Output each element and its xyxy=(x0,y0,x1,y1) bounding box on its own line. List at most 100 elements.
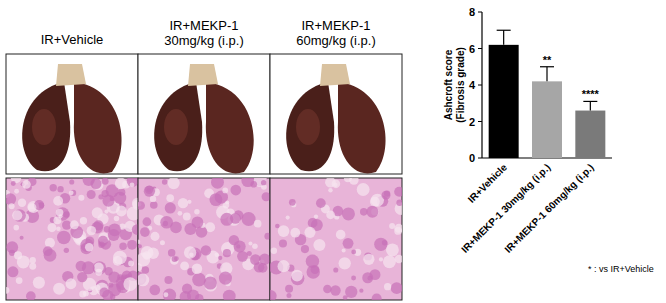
tissue-cell xyxy=(316,198,326,208)
tissue-cell xyxy=(183,213,191,221)
tissue-cell xyxy=(138,263,142,271)
tissue-cell xyxy=(114,192,126,204)
tissue-cell xyxy=(95,269,102,276)
tissue-cell xyxy=(201,245,211,255)
tissue-cell xyxy=(162,179,168,185)
x-tick-label: IR+Vehicle xyxy=(466,161,510,205)
trachea xyxy=(320,64,350,86)
tissue-cell xyxy=(90,178,101,189)
tissue-cell xyxy=(163,292,168,297)
lung-photo xyxy=(154,64,254,173)
y-tick-label: 4 xyxy=(469,79,476,91)
text-line: IR+MEKP-1 xyxy=(170,18,239,33)
tissue-cell xyxy=(85,243,93,251)
x-tick-label: IR+MEKP-1 30mg/kg (i.p.) xyxy=(459,162,552,255)
tissue-cell xyxy=(372,294,382,300)
tissue-cell xyxy=(57,231,71,245)
error-bar xyxy=(503,30,504,45)
tissue-cell xyxy=(79,290,86,297)
tissue-cell xyxy=(291,270,303,282)
tissue-cell xyxy=(13,225,19,231)
lung-lobe xyxy=(22,82,70,171)
histology xyxy=(138,178,270,300)
tissue-cell xyxy=(22,180,31,189)
tissue-cell xyxy=(114,216,120,222)
tissue-cell xyxy=(314,214,318,218)
tissue-cell xyxy=(168,178,180,189)
lung-photo xyxy=(22,64,122,173)
tissue-cell xyxy=(138,201,145,210)
tissue-cell xyxy=(277,260,289,272)
x-tick-label: IR+MEKP-1 60mg/kg (i.p.) xyxy=(503,162,596,255)
tissue-cell xyxy=(301,245,309,253)
tissue-cell xyxy=(14,251,22,259)
tissue-cell xyxy=(164,276,172,284)
tissue-cell xyxy=(285,285,293,293)
photo-frame xyxy=(6,54,138,174)
tissue-cell xyxy=(16,277,23,284)
tissue-cell xyxy=(351,250,356,255)
tissue-cell xyxy=(219,272,232,285)
tissue-cell xyxy=(339,257,351,269)
trachea xyxy=(56,64,86,86)
tissue-cell xyxy=(69,191,74,196)
tissue-cell xyxy=(119,242,127,250)
text-line: IR+MEKP-1 xyxy=(302,18,371,33)
tissue-cell xyxy=(343,295,348,300)
tissue-cell xyxy=(178,211,183,216)
tissue-cell xyxy=(211,178,224,189)
tissue-cell xyxy=(64,248,69,253)
tissue-cell xyxy=(150,196,156,202)
bar xyxy=(489,45,519,158)
tissue-cell xyxy=(363,254,374,265)
tissue-cell xyxy=(383,255,396,268)
tissue-cell xyxy=(28,203,36,211)
tissue-cell xyxy=(98,236,108,246)
tissue-cell xyxy=(252,243,258,249)
tissue-cell xyxy=(209,193,222,206)
tissue-cell xyxy=(379,257,383,261)
tissue-cell xyxy=(332,179,341,188)
tissue-cell xyxy=(313,239,325,251)
tissue-cell xyxy=(223,249,231,257)
tissue-cell xyxy=(386,243,399,256)
y-axis-label: Ashcroft score(Fibrosis grade) xyxy=(443,47,466,123)
histology-frame xyxy=(270,178,402,300)
tissue-cell xyxy=(192,216,204,228)
tissue-cell xyxy=(264,233,270,240)
tissue-cell xyxy=(127,240,137,250)
panel-title: IR+MEKP-160mg/kg (i.p.) xyxy=(296,18,375,48)
tissue-cell xyxy=(382,240,388,246)
tissue-cell xyxy=(343,238,354,249)
tissue-cell xyxy=(69,179,74,184)
y-tick-label: 0 xyxy=(469,152,475,164)
tissue-cell xyxy=(396,199,402,206)
tissue-cell xyxy=(26,291,36,300)
tissue-cell xyxy=(278,225,290,237)
tissue-cell xyxy=(127,178,138,187)
text-line: Ashcroft score xyxy=(443,49,454,120)
tissue-cell xyxy=(304,227,315,238)
lung-lobe xyxy=(154,82,202,171)
tissue-cell xyxy=(87,190,96,199)
histology xyxy=(6,178,138,300)
tissue-cell xyxy=(99,288,109,298)
tissue-cell xyxy=(9,203,15,209)
tissue-cell xyxy=(174,256,179,261)
tissue-cell xyxy=(47,223,56,232)
text-line: (Fibrosis grade) xyxy=(455,47,466,123)
tissue-cell xyxy=(150,201,158,209)
tissue-cell xyxy=(166,194,174,202)
tissue-cell xyxy=(279,239,287,247)
significance: **** xyxy=(582,88,600,100)
tissue-cell xyxy=(53,283,65,295)
panel-title: IR+Vehicle xyxy=(41,32,104,47)
lung-lobe xyxy=(74,82,122,173)
tissue-cell xyxy=(7,266,18,277)
tissue-cell xyxy=(214,253,218,257)
tissue-cell xyxy=(351,276,356,281)
figure: IR+VehicleIR+MEKP-130mg/kg (i.p.)IR+MEKP… xyxy=(0,0,666,303)
y-tick xyxy=(478,121,482,122)
tissue-cell xyxy=(223,290,236,300)
tissue-cell xyxy=(70,220,79,229)
